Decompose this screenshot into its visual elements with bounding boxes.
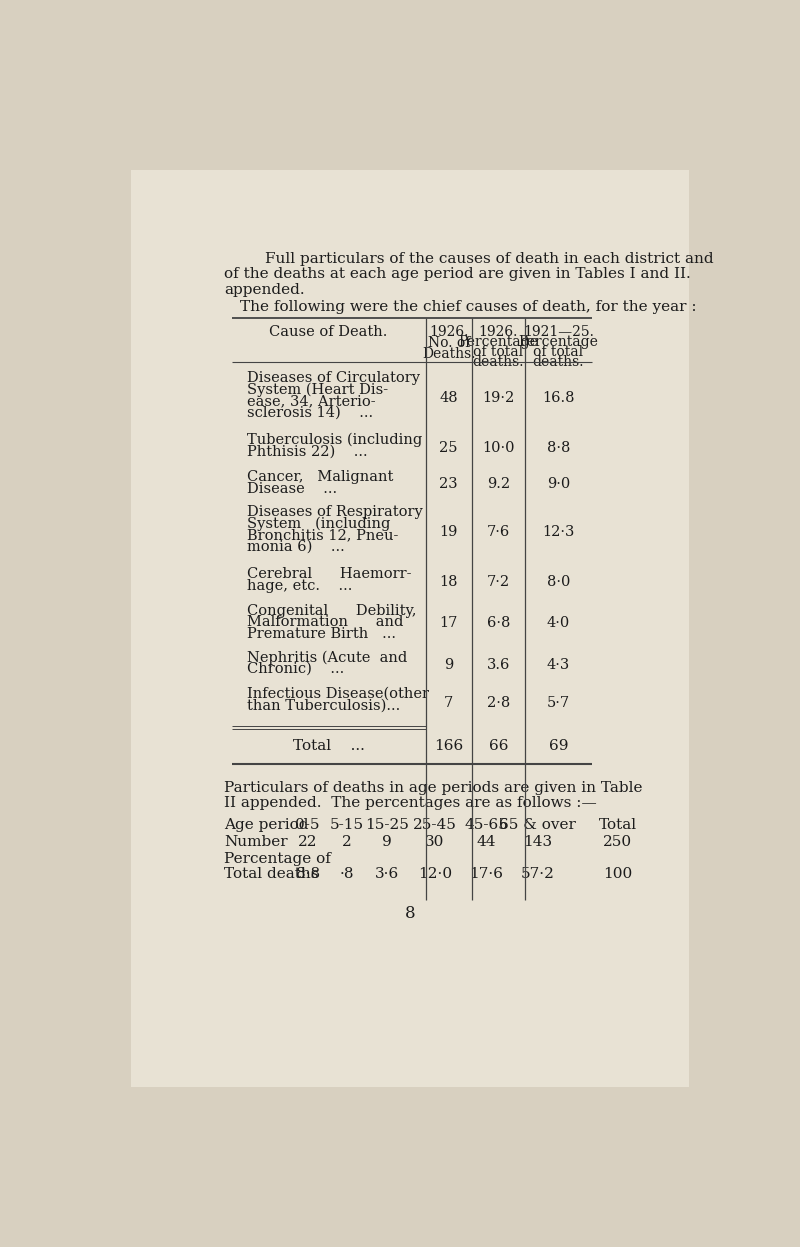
Text: 69: 69 <box>549 739 568 753</box>
Text: 166: 166 <box>434 739 463 753</box>
Text: deaths.: deaths. <box>473 355 524 369</box>
Text: Tuberculosis (including: Tuberculosis (including <box>247 433 422 448</box>
Text: of total: of total <box>534 345 583 359</box>
Text: 5-15: 5-15 <box>330 818 363 832</box>
Text: 8·8: 8·8 <box>546 440 570 455</box>
Text: sclerosis 14)    ...: sclerosis 14) ... <box>247 407 374 420</box>
Text: 3.6: 3.6 <box>486 658 510 672</box>
Text: 17·6: 17·6 <box>469 867 503 880</box>
Text: 1921—25.: 1921—25. <box>523 325 594 339</box>
Text: 12·0: 12·0 <box>418 867 452 880</box>
Text: 44: 44 <box>476 835 496 849</box>
Text: 9·0: 9·0 <box>546 476 570 491</box>
Text: 7·6: 7·6 <box>486 525 510 540</box>
Text: 8·0: 8·0 <box>546 575 570 589</box>
Text: Congenital      Debility,: Congenital Debility, <box>247 604 417 619</box>
Text: of the deaths at each age period are given in Tables I and II.: of the deaths at each age period are giv… <box>224 267 690 282</box>
Text: Diseases of Circulatory: Diseases of Circulatory <box>247 372 420 385</box>
Text: 66: 66 <box>489 739 508 753</box>
Text: 0-5: 0-5 <box>295 818 320 832</box>
Text: Total    ...: Total ... <box>293 739 365 753</box>
Text: Nephritis (Acute  and: Nephritis (Acute and <box>247 650 407 665</box>
Text: Bronchitis 12, Pneu-: Bronchitis 12, Pneu- <box>247 529 398 542</box>
Text: Cerebral      Haemorr-: Cerebral Haemorr- <box>247 567 412 581</box>
Text: 2·8: 2·8 <box>486 696 510 711</box>
Text: appended.: appended. <box>224 283 305 297</box>
Text: Number: Number <box>224 835 288 849</box>
Text: 19·2: 19·2 <box>482 392 514 405</box>
Text: Infectious Disease(other: Infectious Disease(other <box>247 687 430 701</box>
Text: Percentage of: Percentage of <box>224 852 331 865</box>
Text: deaths.: deaths. <box>533 355 584 369</box>
Text: Total deaths: Total deaths <box>224 867 318 880</box>
Text: 4·3: 4·3 <box>546 658 570 672</box>
Text: 30: 30 <box>425 835 445 849</box>
Text: The following were the chief causes of death, for the year :: The following were the chief causes of d… <box>239 299 696 314</box>
Text: Percentage: Percentage <box>458 335 538 349</box>
Text: 1926.: 1926. <box>478 325 518 339</box>
Text: 15-25: 15-25 <box>365 818 409 832</box>
Text: Disease    ...: Disease ... <box>247 481 338 495</box>
Text: 23: 23 <box>439 476 458 491</box>
Text: 18: 18 <box>439 575 458 589</box>
Text: 7: 7 <box>444 696 454 711</box>
Text: 17: 17 <box>439 616 458 630</box>
FancyBboxPatch shape <box>131 171 689 1086</box>
Text: ·8: ·8 <box>339 867 354 880</box>
Text: Total: Total <box>598 818 637 832</box>
Text: Cancer,   Malignant: Cancer, Malignant <box>247 470 394 484</box>
Text: 1926.: 1926. <box>429 325 469 339</box>
Text: monia 6)    ...: monia 6) ... <box>247 540 345 554</box>
Text: 7·2: 7·2 <box>486 575 510 589</box>
Text: 45-65: 45-65 <box>464 818 508 832</box>
Text: 3·6: 3·6 <box>374 867 399 880</box>
Text: 65 & over: 65 & over <box>499 818 576 832</box>
Text: Premature Birth   ...: Premature Birth ... <box>247 627 396 641</box>
Text: 9.2: 9.2 <box>486 476 510 491</box>
Text: 143: 143 <box>523 835 553 849</box>
Text: 16.8: 16.8 <box>542 392 574 405</box>
Text: 8: 8 <box>405 905 415 922</box>
Text: 10·0: 10·0 <box>482 440 514 455</box>
Text: Age period: Age period <box>224 818 309 832</box>
Text: II appended.  The percentages are as follows :—: II appended. The percentages are as foll… <box>224 797 597 811</box>
Text: 100: 100 <box>603 867 632 880</box>
Text: System   (including: System (including <box>247 518 390 531</box>
Text: 9: 9 <box>382 835 392 849</box>
Text: 5·7: 5·7 <box>547 696 570 711</box>
Text: System (Heart Dis-: System (Heart Dis- <box>247 383 388 398</box>
Text: Chronic)    ...: Chronic) ... <box>247 662 345 676</box>
Text: Diseases of Respiratory: Diseases of Respiratory <box>247 505 423 520</box>
Text: hage, etc.    ...: hage, etc. ... <box>247 579 353 592</box>
Text: Particulars of deaths in age periods are given in Table: Particulars of deaths in age periods are… <box>224 781 642 796</box>
Text: 25: 25 <box>439 440 458 455</box>
Text: Full particulars of the causes of death in each district and: Full particulars of the causes of death … <box>265 252 714 266</box>
Text: 22: 22 <box>298 835 318 849</box>
Text: Deaths.: Deaths. <box>422 347 475 360</box>
Text: Cause of Death.: Cause of Death. <box>270 325 388 339</box>
Text: 9: 9 <box>444 658 454 672</box>
Text: of total: of total <box>474 345 523 359</box>
Text: 19: 19 <box>439 525 458 540</box>
Text: 4·0: 4·0 <box>546 616 570 630</box>
Text: Phthisis 22)    ...: Phthisis 22) ... <box>247 444 368 459</box>
Text: 57·2: 57·2 <box>521 867 555 880</box>
Text: No. of: No. of <box>427 335 470 350</box>
Text: 6·8: 6·8 <box>486 616 510 630</box>
Text: Percentage: Percentage <box>518 335 598 349</box>
Text: 12·3: 12·3 <box>542 525 574 540</box>
Text: Malformation      and: Malformation and <box>247 616 404 630</box>
Text: 25-45: 25-45 <box>413 818 457 832</box>
Text: 2: 2 <box>342 835 351 849</box>
Text: ease, 34, Arterio-: ease, 34, Arterio- <box>247 394 376 409</box>
Text: 48: 48 <box>439 392 458 405</box>
Text: 250: 250 <box>603 835 632 849</box>
Text: than Tuberculosis)...: than Tuberculosis)... <box>247 698 401 712</box>
Text: 8·8: 8·8 <box>296 867 320 880</box>
